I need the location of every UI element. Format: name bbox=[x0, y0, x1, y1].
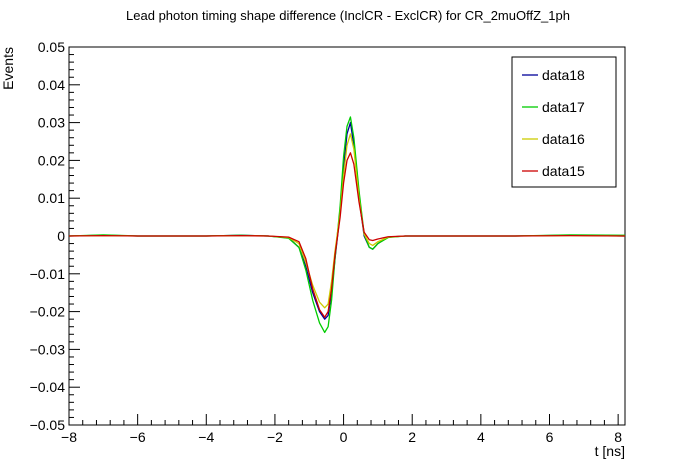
legend-box bbox=[511, 56, 617, 188]
y-tick-label: 0.03 bbox=[38, 115, 65, 131]
y-tick-label: −0.05 bbox=[30, 417, 66, 433]
y-tick-label: 0.02 bbox=[38, 152, 65, 168]
x-axis: −8 −6 −4 −2 0 2 4 6 8 bbox=[61, 414, 622, 445]
x-tick-label: 2 bbox=[408, 429, 416, 445]
legend-label-data15: data15 bbox=[542, 163, 585, 179]
y-tick-label: −0.02 bbox=[30, 304, 66, 320]
legend-label-data17: data17 bbox=[542, 99, 585, 115]
y-axis-label: Events bbox=[0, 47, 16, 90]
y-tick-label: −0.04 bbox=[30, 379, 66, 395]
x-tick-label: 8 bbox=[614, 429, 622, 445]
x-tick-label: 4 bbox=[477, 429, 485, 445]
x-tick-label: −4 bbox=[198, 429, 214, 445]
y-tick-label: 0 bbox=[57, 228, 65, 244]
y-tick-label: 0.01 bbox=[38, 190, 65, 206]
x-tick-label: −2 bbox=[267, 429, 283, 445]
x-tick-label: 6 bbox=[546, 429, 554, 445]
legend: data18 data17 data16 data15 bbox=[511, 56, 617, 188]
legend-label-data16: data16 bbox=[542, 131, 585, 147]
series-layer bbox=[68, 116, 626, 334]
y-tick-label: 0.04 bbox=[38, 77, 65, 93]
y-tick-label: −0.01 bbox=[30, 266, 66, 282]
chart-title: Lead photon timing shape difference (Inc… bbox=[126, 8, 570, 23]
x-axis-label: t [ns] bbox=[595, 443, 625, 459]
y-tick-label: 0.05 bbox=[38, 39, 65, 55]
x-tick-label: 0 bbox=[340, 429, 348, 445]
x-tick-label: −6 bbox=[130, 429, 146, 445]
y-axis: −0.05 −0.04 −0.03 −0.02 −0.01 0 0.01 0.02 0.03 0.… bbox=[30, 39, 80, 433]
y-tick-label: −0.03 bbox=[30, 341, 66, 357]
x-tick-label: −8 bbox=[61, 429, 77, 445]
series-line-data15 bbox=[68, 152, 626, 318]
legend-label-data18: data18 bbox=[542, 67, 585, 83]
